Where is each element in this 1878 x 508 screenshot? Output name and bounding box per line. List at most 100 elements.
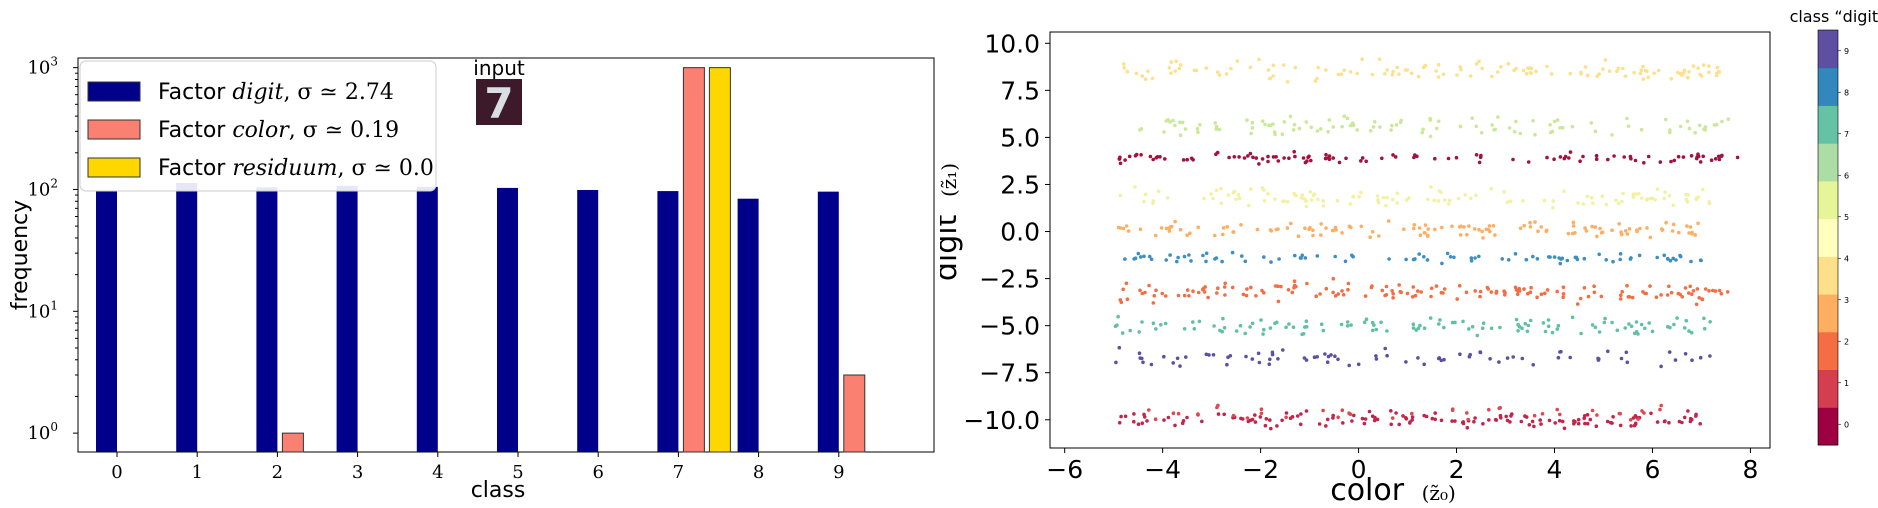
scatter-point-class-0 xyxy=(1404,417,1409,421)
bar-chart-xlabel: class xyxy=(471,478,526,503)
scatter-point-class-5 xyxy=(1348,202,1353,206)
scatter-point-class-0 xyxy=(1493,417,1498,422)
scatter-point-class-4 xyxy=(1691,64,1696,68)
scatter-point-class-4 xyxy=(1528,71,1533,75)
scatter-point-class-2 xyxy=(1390,289,1394,293)
scatter-point-class-4 xyxy=(1701,63,1706,67)
scatter-point-class-0 xyxy=(1118,161,1123,166)
scatter-point-class-2 xyxy=(1124,281,1129,286)
scatter-point-class-4 xyxy=(1707,70,1711,75)
scatter-point-class-0 xyxy=(1594,153,1599,158)
scatter-point-class-7 xyxy=(1442,325,1446,330)
scatter-point-class-8 xyxy=(1269,260,1273,264)
scatter-point-class-0 xyxy=(1446,156,1451,161)
scatter-point-class-3 xyxy=(1610,228,1614,232)
scatter-point-class-0 xyxy=(1538,418,1542,422)
scatter-point-class-7 xyxy=(1303,325,1307,329)
scatter-point-class-0 xyxy=(1222,412,1226,417)
scatter-point-class-7 xyxy=(1291,325,1296,330)
y-tick-label: 0.0 xyxy=(1000,218,1040,247)
scatter-point-class-6 xyxy=(1389,128,1393,132)
scatter-point-class-6 xyxy=(1198,123,1202,127)
scatter-point-class-8 xyxy=(1506,258,1511,262)
scatter-point-class-4 xyxy=(1348,70,1353,74)
scatter-point-class-7 xyxy=(1523,321,1528,326)
bar-chart-bars xyxy=(96,67,866,453)
scatter-point-class-9 xyxy=(1162,354,1166,359)
scatter-point-class-0 xyxy=(1606,157,1610,162)
scatter-point-class-6 xyxy=(1315,129,1320,133)
bar-color-7 xyxy=(682,67,705,453)
scatter-point-class-8 xyxy=(1262,255,1266,259)
scatter-point-class-4 xyxy=(1324,68,1328,72)
scatter-point-class-2 xyxy=(1713,289,1718,293)
scatter-point-class-0 xyxy=(1588,417,1593,422)
scatter-point-class-0 xyxy=(1696,152,1700,156)
scatter-point-class-2 xyxy=(1582,286,1587,290)
scatter-point-class-0 xyxy=(1389,422,1393,427)
scatter-point-class-9 xyxy=(1404,360,1408,364)
scatter-point-class-4 xyxy=(1224,72,1229,76)
scatter-point-class-1 xyxy=(1153,417,1158,422)
scatter-point-class-7 xyxy=(1115,323,1119,328)
scatter-point-class-6 xyxy=(1250,126,1255,130)
scatter-point-class-7 xyxy=(1304,319,1309,324)
scatter-point-class-3 xyxy=(1221,226,1226,230)
scatter-point-class-2 xyxy=(1125,297,1130,302)
scatter-point-class-2 xyxy=(1223,293,1227,297)
scatter-point-class-6 xyxy=(1518,131,1523,136)
scatter-point-class-0 xyxy=(1510,412,1514,416)
scatter-point-class-3 xyxy=(1493,233,1497,237)
scatter-point-class-0 xyxy=(1375,417,1380,422)
scatter-point-class-9 xyxy=(1225,362,1229,367)
scatter-point-class-5 xyxy=(1304,204,1309,209)
scatter-point-class-8 xyxy=(1204,251,1209,256)
scatter-point-class-3 xyxy=(1164,226,1169,231)
scatter-point-class-2 xyxy=(1711,288,1715,293)
scatter-point-class-0 xyxy=(1576,417,1581,422)
scatter-point-class-6 xyxy=(1139,127,1144,131)
scatter-point-class-5 xyxy=(1707,201,1712,206)
scatter-point-class-2 xyxy=(1215,291,1219,295)
scatter-point-class-4 xyxy=(1248,65,1253,70)
scatter-point-class-6 xyxy=(1726,117,1731,121)
y-tick-exponent: 3 xyxy=(50,55,58,69)
scatter-point-class-0 xyxy=(1200,419,1204,424)
scatter-point-class-0 xyxy=(1410,415,1415,419)
scatter-point-class-3 xyxy=(1296,234,1301,238)
scatter-point-class-4 xyxy=(1499,65,1503,69)
scatter-point-class-8 xyxy=(1524,257,1529,262)
scatter-point-class-7 xyxy=(1489,326,1494,331)
scatter-point-class-4 xyxy=(1178,63,1183,67)
bar-chart-ylabel: frequency xyxy=(8,200,33,310)
scatter-point-class-4 xyxy=(1436,75,1441,79)
scatter-point-class-5 xyxy=(1631,195,1636,199)
scatter-point-class-0 xyxy=(1268,418,1272,422)
scatter-point-class-7 xyxy=(1284,325,1288,330)
scatter-point-class-5 xyxy=(1551,206,1555,210)
scatter-point-class-8 xyxy=(1477,254,1481,259)
scatter-point-class-0 xyxy=(1162,418,1166,422)
scatter-point-class-1 xyxy=(1284,415,1288,420)
scatter-point-class-7 xyxy=(1702,316,1706,321)
scatter-point-class-0 xyxy=(1216,412,1221,416)
scatter-point-class-0 xyxy=(1454,155,1459,160)
scatter-point-class-4 xyxy=(1316,65,1320,70)
scatter-point-class-5 xyxy=(1684,192,1688,197)
scatter-point-class-4 xyxy=(1656,68,1661,73)
scatter-point-class-6 xyxy=(1507,126,1512,130)
colorbar-label: 6 xyxy=(1844,171,1849,180)
scatter-point-class-9 xyxy=(1619,356,1624,361)
scatter-point-class-3 xyxy=(1159,226,1164,230)
scatter-point-class-0 xyxy=(1526,160,1531,164)
scatter-point-class-0 xyxy=(1304,409,1309,413)
scatter-point-class-4 xyxy=(1641,77,1646,81)
scatter-point-class-4 xyxy=(1215,70,1220,74)
scatter-point-class-6 xyxy=(1533,132,1537,137)
scatter-point-class-6 xyxy=(1350,121,1355,125)
legend-label-digit: Factor digit, σ ≃ 2.74 xyxy=(158,80,394,105)
scatter-point-class-2 xyxy=(1625,283,1629,288)
scatter-point-class-7 xyxy=(1364,317,1369,322)
scatter-point-class-0 xyxy=(1680,420,1684,425)
scatter-point-class-9 xyxy=(1488,357,1492,361)
